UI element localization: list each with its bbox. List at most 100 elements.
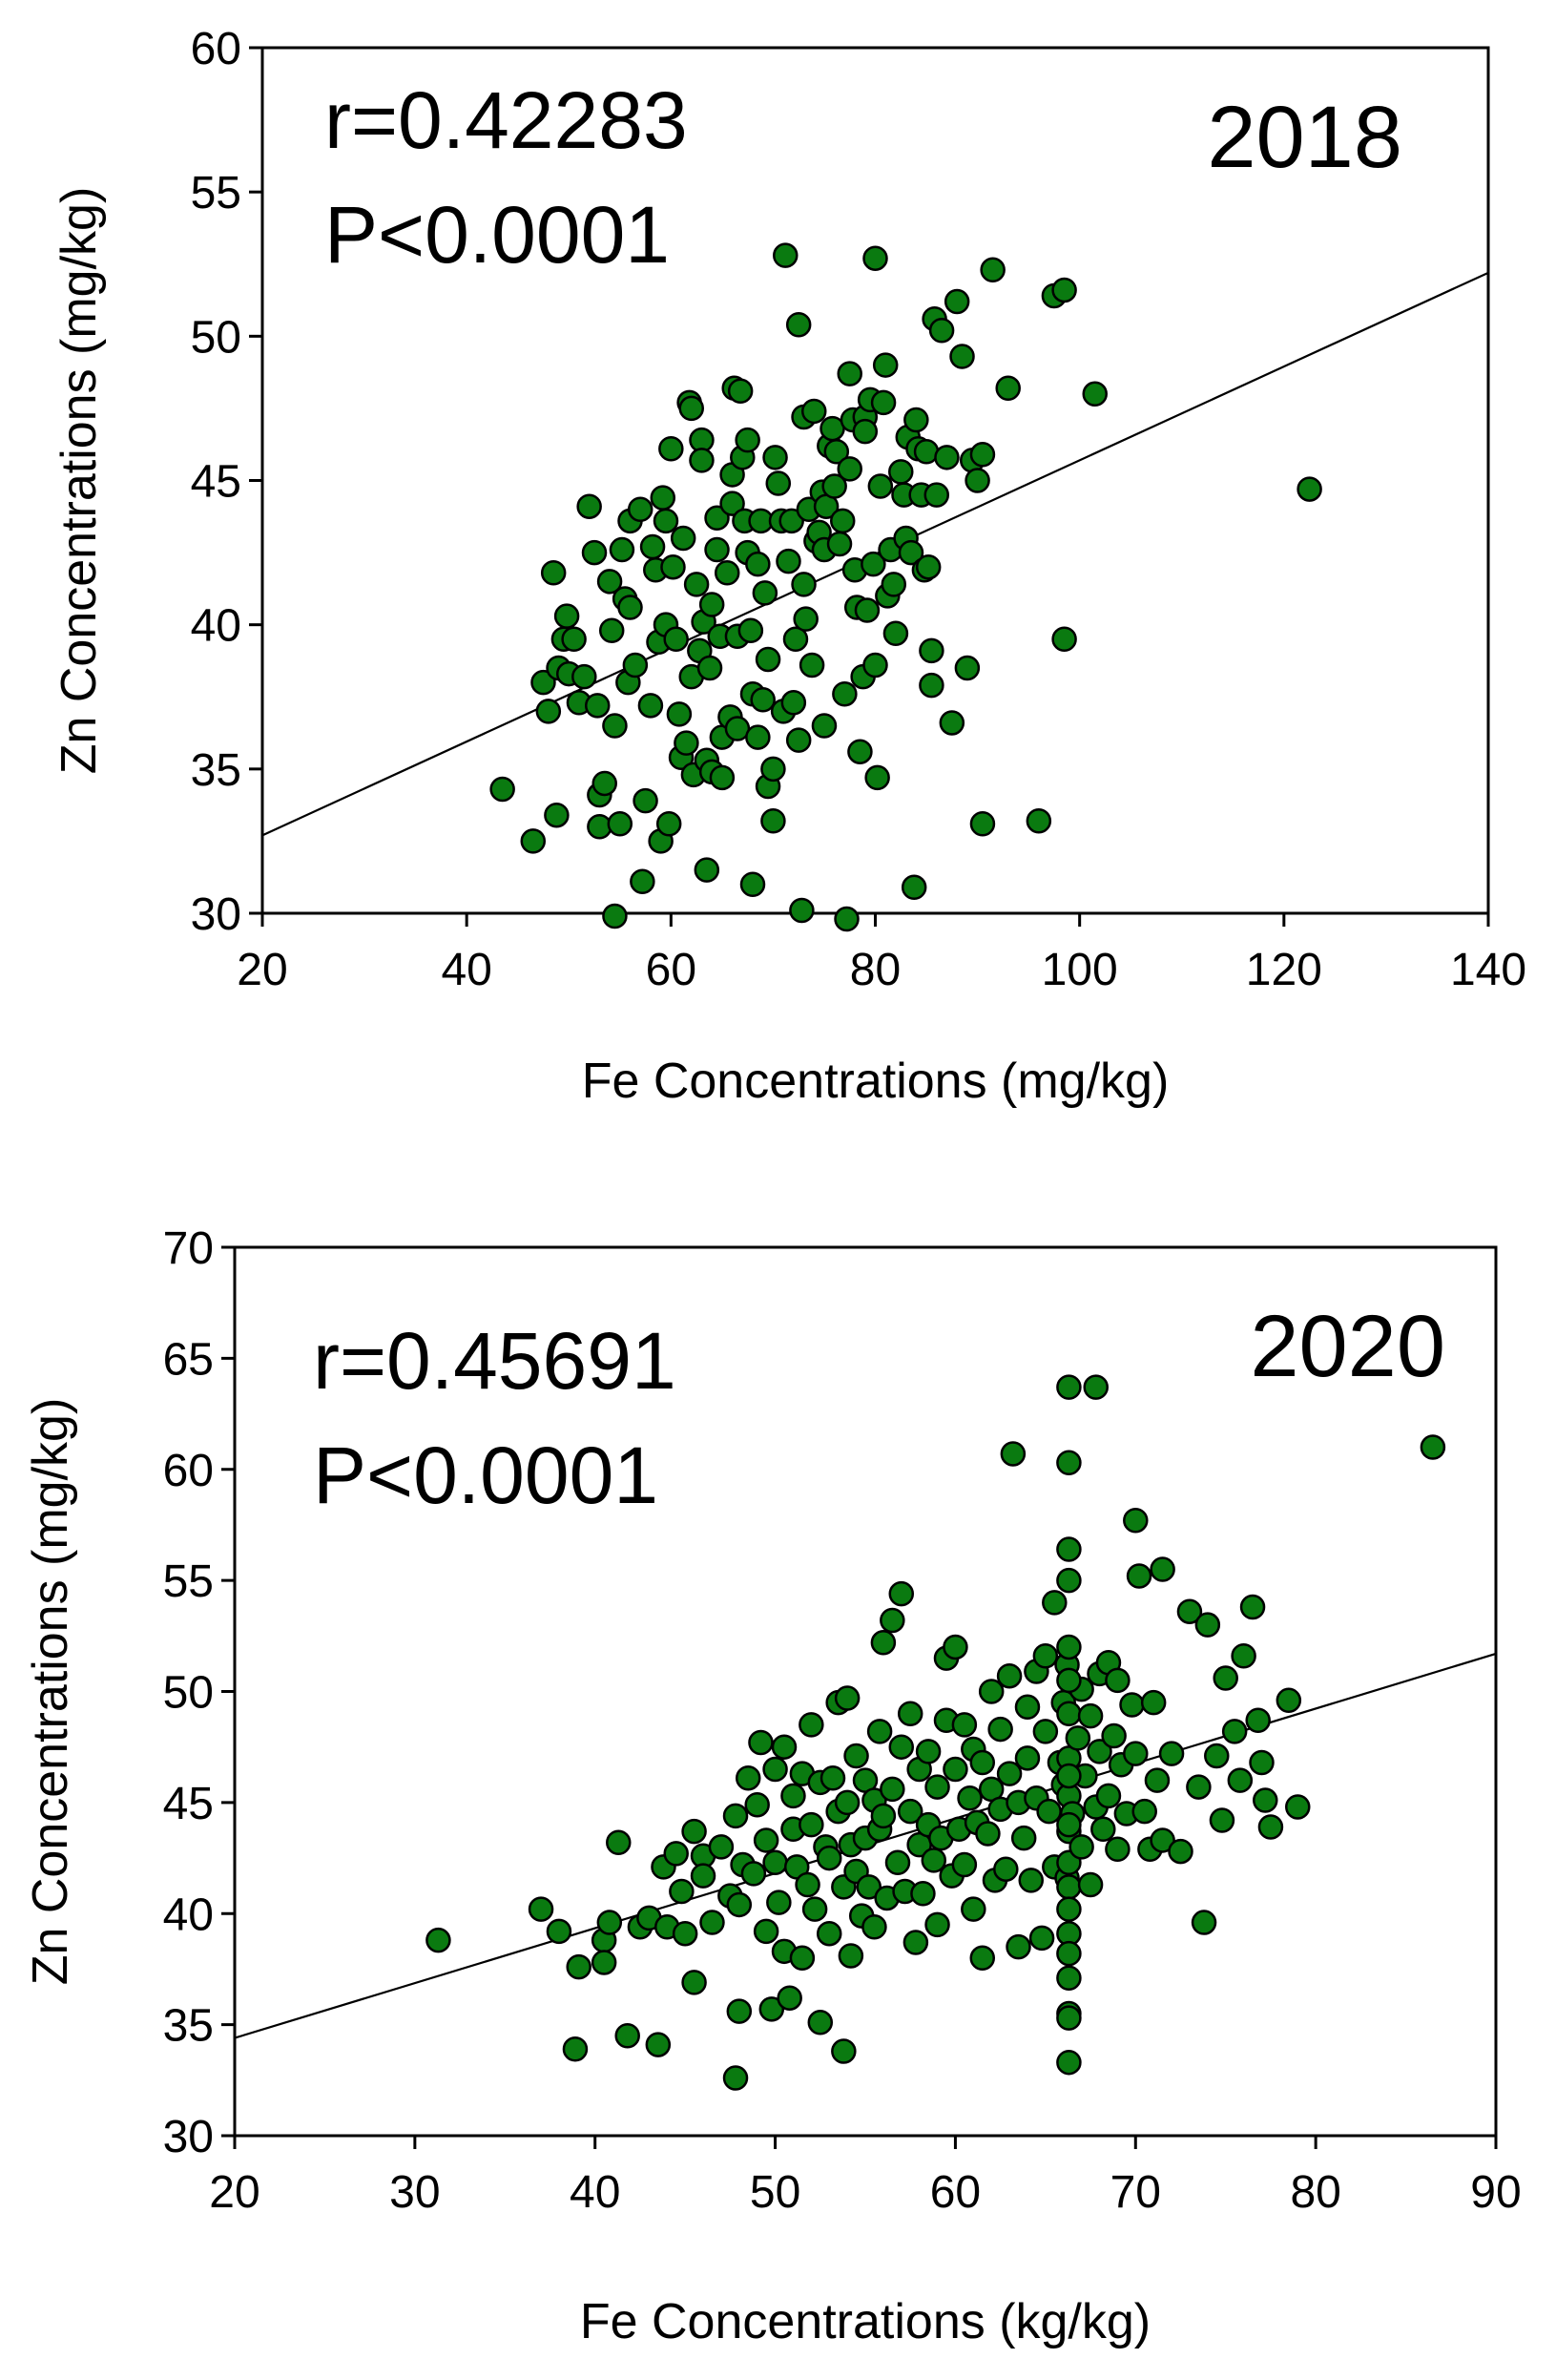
scatter-point [882, 620, 909, 646]
scatter-point [969, 811, 996, 837]
scatter-point [1014, 1745, 1041, 1771]
scatter-point [919, 637, 944, 664]
scatter-point [540, 559, 567, 586]
scatter-point [1051, 626, 1077, 653]
scatter-point [864, 764, 890, 791]
scatter-point [1209, 1807, 1235, 1833]
y-axis-title-2020: Zn Concentrations (mg/kg) [23, 1398, 78, 1986]
y-axis-2020: 30 35 40 45 50 55 60 65 70 [163, 1223, 235, 2162]
scatter-point [1276, 1687, 1302, 1714]
scatter-point [1105, 1836, 1131, 1863]
scatter-point [1119, 1692, 1145, 1718]
scatter-point [852, 418, 879, 445]
scatter-point [799, 1712, 824, 1738]
x-tick-label: 80 [1290, 2167, 1340, 2218]
scatter-point [1090, 1816, 1116, 1843]
scatter-point [587, 814, 612, 840]
scatter-point [924, 1774, 950, 1800]
scatter-point [919, 672, 944, 699]
scatter-point [1191, 1910, 1217, 1935]
scatter-point [528, 1896, 554, 1922]
scatter-point [1036, 1798, 1062, 1825]
scatter-point [901, 874, 927, 901]
scatter-point [753, 1918, 779, 1945]
scatter-point [544, 802, 570, 828]
correlation-r-2020: r=0.45691 [313, 1316, 676, 1406]
scatter-point [807, 2010, 834, 2036]
y-tick-label: 40 [163, 1889, 214, 1940]
scatter-point [776, 548, 801, 574]
scatter-point [1144, 1767, 1171, 1793]
x-tick-label: 80 [850, 945, 901, 995]
scatter-point [704, 505, 730, 532]
scatter-point [854, 597, 881, 623]
scatter-point [602, 713, 628, 739]
x-tick-label: 30 [389, 2167, 440, 2218]
scatter-point [975, 1821, 1001, 1847]
scatter-point [799, 1811, 824, 1838]
y-tick-label: 55 [163, 1556, 214, 1607]
scatter-point [880, 1607, 905, 1634]
scatter-point [898, 539, 924, 566]
scatter-point [773, 242, 799, 268]
y-tick-label: 30 [191, 889, 241, 940]
y-tick-label: 55 [191, 168, 241, 219]
y-tick-label: 50 [163, 1668, 214, 1719]
scatter-point [884, 1849, 911, 1875]
scatter-point [785, 727, 812, 753]
scatter-point [663, 626, 689, 653]
scatter-point [1257, 1814, 1284, 1840]
scatter-point [766, 1889, 792, 1915]
x-axis-title-2018: Fe Concentrations (mg/kg) [582, 1054, 1170, 1109]
scatter-point [778, 508, 804, 534]
x-axis-2020: 20 30 40 50 60 70 80 90 [209, 2136, 1522, 2218]
scatter-points-2018 [489, 242, 1322, 932]
scatter-point [663, 1841, 689, 1867]
p-value-2020: P<0.0001 [313, 1430, 658, 1520]
scatter-point [666, 701, 693, 727]
scatter-point [658, 435, 684, 462]
scatter-point [614, 2023, 640, 2049]
x-tick-label: 140 [1450, 945, 1526, 995]
scatter-point [607, 811, 633, 837]
scatter-point [915, 1739, 942, 1764]
scatter-point [969, 1945, 996, 1972]
x-tick-label: 70 [1110, 2167, 1161, 2218]
scatter-point [832, 680, 858, 707]
scatter-point [837, 456, 862, 482]
scatter-point [1213, 1665, 1238, 1691]
scatter-point [581, 539, 608, 566]
scatter-point [777, 1985, 802, 2011]
scatter-point [1245, 1707, 1271, 1734]
scatter-point [1051, 277, 1077, 303]
scatter-point [928, 318, 955, 344]
scatter-point [561, 626, 587, 653]
scatter-point [1000, 1441, 1027, 1467]
scatter-point [789, 1945, 816, 1972]
x-tick-label: 60 [646, 945, 696, 995]
y-tick-label: 45 [163, 1779, 214, 1829]
scatter-point [943, 1756, 968, 1783]
scatter-point [1105, 1667, 1131, 1694]
x-tick-label: 90 [1470, 2167, 1521, 2218]
scatter-point [785, 311, 812, 338]
scatter-point [1077, 1871, 1104, 1898]
scatter-point [943, 1634, 968, 1660]
scatter-point [704, 536, 730, 563]
y-tick-label: 65 [163, 1334, 214, 1385]
scatter-point [888, 1580, 915, 1607]
scatter-point [1006, 1933, 1031, 1960]
scatter-point [1056, 1940, 1082, 1967]
scatter-point [566, 1953, 591, 1980]
scatter-points-2020 [425, 1374, 1446, 2091]
scatter-point [1026, 808, 1052, 834]
scatter-point [609, 536, 635, 563]
x-tick-label: 20 [209, 2167, 259, 2218]
scatter-point [811, 713, 838, 739]
scatter-point [576, 493, 602, 519]
scatter-point [571, 663, 597, 690]
scatter-point [969, 1749, 996, 1776]
scatter-point [591, 770, 617, 797]
scatter-point [1087, 1739, 1112, 1764]
scatter-point [801, 398, 827, 425]
